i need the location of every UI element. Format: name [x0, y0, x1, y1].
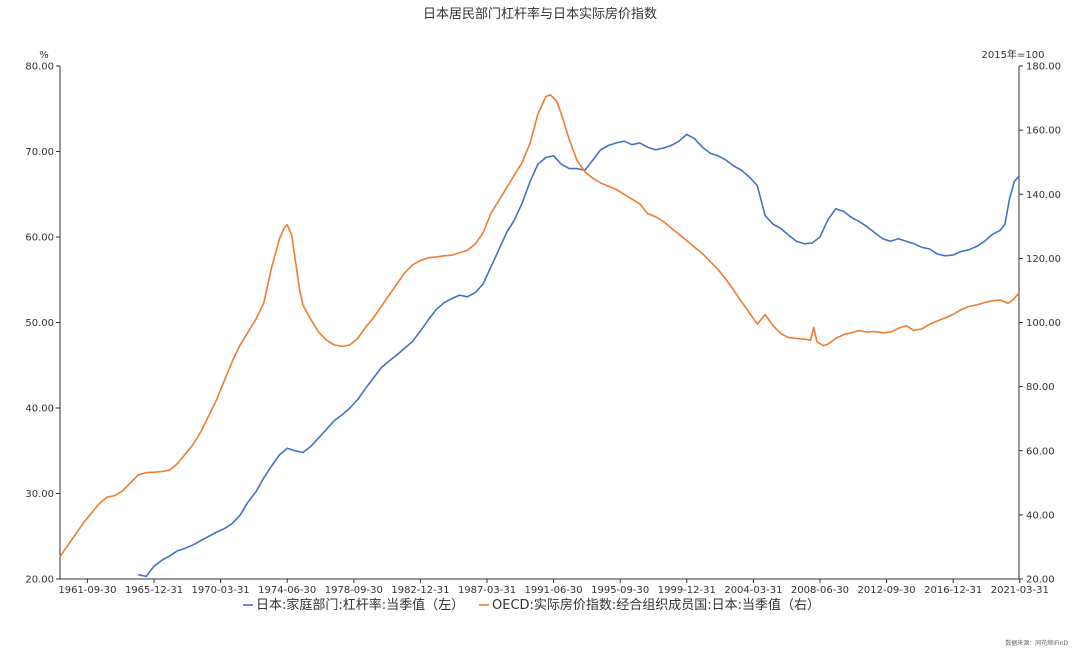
x-tick-label: 1999-12-31	[658, 585, 716, 596]
x-tick-label: 2012-09-30	[858, 585, 916, 596]
legend-label: OECD:实际房价指数:经合组织成员国:日本:当季值（右）	[492, 597, 820, 613]
left-axis-unit: %	[39, 50, 49, 61]
x-tick-label: 1982-12-31	[391, 585, 449, 596]
x-tick-label: 2008-06-30	[791, 585, 849, 596]
right-tick-label: 40.00	[1026, 510, 1055, 521]
right-tick-label: 160.00	[1026, 126, 1061, 137]
x-tick-label: 1991-06-30	[525, 585, 583, 596]
series-lines	[59, 94, 1021, 578]
right-tick-label: 180.00	[1026, 62, 1061, 73]
x-tick-label: 2004-03-31	[724, 585, 782, 596]
left-tick-label: 40.00	[25, 404, 54, 415]
right-tick-label: 100.00	[1026, 318, 1061, 329]
tick-labels: 20.00 30.00 40.00 50.00 60.00 70.00 80.00 20.00…	[25, 62, 1061, 597]
x-tick-label: 1978-09-30	[325, 585, 383, 596]
left-tick-label: 80.00	[25, 62, 54, 73]
left-tick-label: 50.00	[25, 318, 54, 329]
right-tick-label: 120.00	[1026, 254, 1061, 265]
left-tick-label: 30.00	[25, 489, 54, 500]
x-tick-label: 1965-12-31	[125, 585, 183, 596]
series-line-household-leverage	[138, 133, 1021, 578]
x-tick-label: 2021-03-31	[991, 585, 1049, 596]
legend: 日本:家庭部门:杠杆率:当季值（左） OECD:实际房价指数:经合组织成员国:日本…	[243, 597, 820, 613]
right-tick-label: 80.00	[1026, 382, 1055, 393]
legend-label: 日本:家庭部门:杠杆率:当季值（左）	[256, 597, 464, 613]
x-tick-label: 1974-06-30	[258, 585, 316, 596]
chart-title: 日本居民部门杠杆率与日本实际房价指数	[423, 6, 657, 22]
x-tick-label: 1995-09-30	[591, 585, 649, 596]
right-tick-label: 20.00	[1026, 575, 1055, 586]
x-tick-label: 1987-03-31	[458, 585, 516, 596]
right-tick-label: 60.00	[1026, 446, 1055, 457]
x-tick-label: 1970-03-31	[192, 585, 250, 596]
x-tick-label: 2016-12-31	[924, 585, 982, 596]
left-tick-label: 20.00	[25, 575, 54, 586]
right-axis-unit: 2015年=100	[982, 48, 1045, 61]
axes	[56, 65, 1023, 583]
series-line-real-house-price	[59, 94, 1021, 558]
right-tick-label: 140.00	[1026, 190, 1061, 201]
left-tick-label: 70.00	[25, 147, 54, 158]
x-tick-label: 1961-09-30	[58, 585, 116, 596]
left-tick-label: 60.00	[25, 233, 54, 244]
source-note: 数据来源：同花顺iFinD	[1005, 639, 1068, 647]
